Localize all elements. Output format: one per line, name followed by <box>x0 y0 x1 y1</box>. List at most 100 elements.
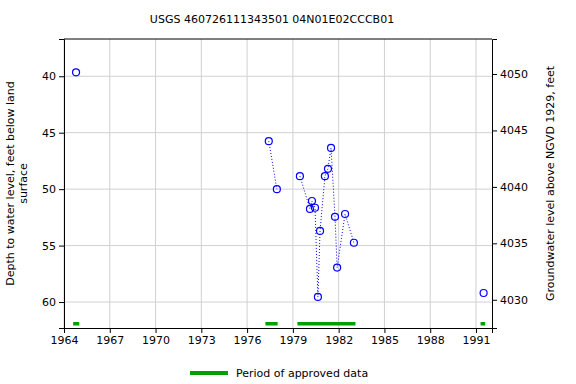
y-axis-tick: 60 <box>42 296 64 309</box>
x-axis-tick: 1976 <box>234 328 262 347</box>
y2-axis-tick: 4030 <box>492 294 528 307</box>
x-axis-tick-label: 1976 <box>234 334 262 347</box>
x-axis-tick-label: 1970 <box>142 334 170 347</box>
y-axis-tick-mark <box>59 76 64 77</box>
data-point <box>350 239 357 246</box>
y2-axis-tick-mark <box>492 243 497 244</box>
data-point <box>265 138 272 145</box>
plot-area <box>73 69 488 326</box>
title: USGS 460726111343501 04N01E02CCCB01 <box>150 13 394 26</box>
y-axis-tick-mark <box>59 189 64 190</box>
y2-axis-tick: 4040 <box>492 181 528 194</box>
x-axis-tick-mark <box>339 328 340 333</box>
y-axis: 40 45 50 55 60 <box>42 40 65 329</box>
x-axis-tick-label: 1967 <box>96 334 124 347</box>
series-line <box>76 72 484 297</box>
data-point <box>324 165 331 172</box>
x-axis-tick: 1964 <box>51 328 79 347</box>
x-axis-tick-label: 1979 <box>279 334 307 347</box>
y-axis-tick: 40 <box>42 70 64 83</box>
y-grid-line <box>64 302 492 303</box>
y-axis-tick-label: 55 <box>42 240 56 253</box>
data-point <box>312 204 319 211</box>
y2-axis-tick-label: 4050 <box>500 68 528 81</box>
y-axis-tick: 45 <box>42 127 64 140</box>
approved-period <box>265 322 277 326</box>
data-point <box>334 264 341 271</box>
data-point <box>342 210 349 217</box>
y-axis-tick-label: 60 <box>42 296 56 309</box>
x-axis-tick-label: 1964 <box>51 334 79 347</box>
y-axis-line <box>59 40 65 329</box>
x-axis-tick-mark <box>293 328 294 333</box>
y2-axis-tick-mark <box>492 187 497 188</box>
grid <box>64 39 492 328</box>
x-axis-tick-mark <box>201 328 202 333</box>
x-grid-line <box>292 39 293 328</box>
y-axis-tick-label: 40 <box>42 70 56 83</box>
data-point <box>296 173 303 180</box>
y2-axis-tick-mark <box>492 74 497 75</box>
y-grid-line <box>64 245 492 246</box>
y-grid-line <box>64 132 492 133</box>
data-point <box>314 293 321 300</box>
approved-period <box>481 322 486 326</box>
y2-axis-tick-mark <box>492 300 497 301</box>
data-point <box>331 213 338 220</box>
y2-axis-tick-label: 4030 <box>500 294 528 307</box>
data-point <box>73 69 80 76</box>
x-axis-tick-mark <box>430 328 431 333</box>
y-axis-tick-label: 45 <box>42 127 56 140</box>
x-axis: 1964 1967 1970 1973 1976 1979 1982 1985 1988 1991 <box>51 328 493 347</box>
y-axis-tick-mark <box>59 302 64 303</box>
x-axis-tick-label: 1991 <box>462 334 490 347</box>
chart: 1964 1967 1970 1973 1976 1979 1982 1985 1988 1991… <box>0 0 576 384</box>
x-axis-tick-mark <box>156 328 157 333</box>
y-axis-title: Depth to water level, feet below landsur… <box>4 81 30 286</box>
x-grid-line <box>475 39 476 328</box>
x-axis-tick-label: 1982 <box>325 334 353 347</box>
y2-axis-tick-mark <box>492 130 497 131</box>
data-point <box>308 197 315 204</box>
legend-swatch <box>190 371 228 375</box>
y-grid-line <box>64 76 492 77</box>
x-axis-tick: 1985 <box>371 328 399 347</box>
approved-period <box>73 322 79 326</box>
data-point <box>273 186 280 193</box>
y-grid-line <box>64 189 492 190</box>
y2-axis-tick: 4045 <box>492 124 528 137</box>
y2-axis-tick-label: 4045 <box>500 124 528 137</box>
x-axis-tick-label: 1973 <box>188 334 216 347</box>
x-grid-line <box>384 39 385 328</box>
data-point <box>480 290 487 297</box>
x-axis-tick: 1982 <box>325 328 353 347</box>
x-axis-tick: 1973 <box>188 328 216 347</box>
x-axis-tick: 1979 <box>279 328 307 347</box>
x-grid-line <box>338 39 339 328</box>
y-axis-tick-mark <box>59 246 64 247</box>
x-axis-tick-label: 1985 <box>371 334 399 347</box>
x-axis-tick-mark <box>110 328 111 333</box>
x-axis-tick-mark <box>384 328 385 333</box>
y-axis-tick-label: 50 <box>42 183 56 196</box>
y-axis-tick: 50 <box>42 183 64 196</box>
x-axis-tick-mark <box>476 328 477 333</box>
y2-axis-tick-label: 4035 <box>500 237 528 250</box>
y2-axis-tick-label: 4040 <box>500 181 528 194</box>
x-axis-line <box>65 329 493 334</box>
x-grid-line <box>109 39 110 328</box>
y-axis-tick-mark <box>59 133 64 134</box>
x-axis-tick-mark <box>247 328 248 333</box>
data-point <box>317 227 324 234</box>
x-grid-line <box>430 39 431 328</box>
x-axis-tick-label: 1988 <box>417 334 445 347</box>
y2-axis: 4030 4035 4040 4045 4050 <box>492 40 528 329</box>
x-grid-line <box>155 39 156 328</box>
x-axis-tick: 1970 <box>142 328 170 347</box>
legend: Period of approved data <box>190 367 368 380</box>
approved-period <box>297 322 355 326</box>
data-point <box>321 173 328 180</box>
x-grid-line <box>247 39 248 328</box>
frame-top <box>64 39 492 40</box>
y2-axis-tick: 4035 <box>492 237 528 250</box>
